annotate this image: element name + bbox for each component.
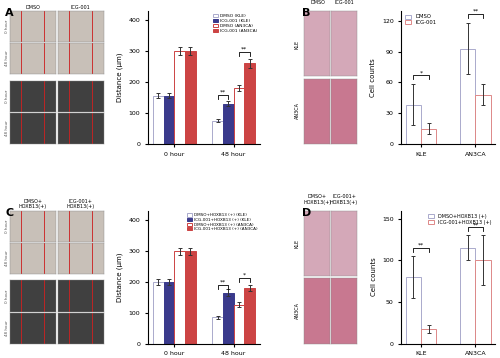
Text: *: * (420, 70, 422, 75)
Bar (174, 51, 185, 144)
Text: B: B (302, 8, 310, 18)
Title: DMSO: DMSO (26, 5, 40, 10)
Y-axis label: 0 hour: 0 hour (4, 90, 8, 103)
Text: **: ** (241, 47, 248, 52)
Bar (223, 292, 234, 344)
Text: **: ** (472, 222, 478, 227)
Text: D: D (302, 208, 311, 218)
Bar (421, 329, 436, 344)
Legend: DMSO+HOXB13 (+), ICG-001+HOXB13 (+): DMSO+HOXB13 (+), ICG-001+HOXB13 (+) (428, 213, 492, 226)
Title: ICG-001: ICG-001 (71, 5, 90, 10)
Text: C: C (6, 208, 14, 218)
Y-axis label: 48 hour: 48 hour (4, 50, 8, 66)
Bar (185, 251, 196, 344)
Y-axis label: 48 hour: 48 hour (4, 250, 8, 266)
Text: ICG-001: ICG-001 (334, 0, 354, 5)
Legend: DMSO (KLE), ICG-001 (KLE), DMSO (AN3CA), ICG-001 (AN3CA): DMSO (KLE), ICG-001 (KLE), DMSO (AN3CA),… (212, 13, 258, 34)
Title: ICG-001+
HOXB13(+): ICG-001+ HOXB13(+) (66, 199, 95, 209)
Text: KLE: KLE (295, 39, 300, 49)
Text: **: ** (418, 243, 424, 248)
Text: **: ** (220, 90, 226, 95)
Title: DMSO+
HOXB13(+): DMSO+ HOXB13(+) (19, 199, 47, 209)
Y-axis label: 0 hour: 0 hour (4, 20, 8, 33)
Text: AN3CA: AN3CA (295, 102, 300, 119)
Bar (212, 317, 223, 344)
Y-axis label: Distance (μm): Distance (μm) (116, 53, 123, 102)
Y-axis label: 48 hour: 48 hour (4, 120, 8, 136)
Bar (476, 261, 490, 344)
Bar (421, 129, 436, 144)
Bar (153, 282, 164, 344)
Bar (460, 49, 475, 144)
Text: DMSO: DMSO (310, 0, 325, 5)
Bar (406, 277, 421, 344)
Bar (406, 105, 421, 144)
Bar (244, 288, 255, 344)
Y-axis label: 0 hour: 0 hour (4, 289, 8, 303)
Bar (174, 251, 185, 344)
Bar (164, 96, 174, 144)
Y-axis label: Distance (μm): Distance (μm) (116, 252, 123, 302)
Legend: DMSO, ICG-001: DMSO, ICG-001 (404, 13, 438, 26)
Y-axis label: 0 hour: 0 hour (4, 219, 8, 233)
Text: *: * (242, 273, 246, 278)
Y-axis label: Cell counts: Cell counts (370, 258, 376, 296)
Y-axis label: 48 hour: 48 hour (4, 320, 8, 336)
Legend: DMSO+HOXB13 (+) (KLE), ICG-001+HOXB13 (+) (KLE), DMSO+HOXB13 (+) (AN3CA), ICG-00: DMSO+HOXB13 (+) (KLE), ICG-001+HOXB13 (+… (186, 213, 258, 232)
Bar (212, 121, 223, 144)
Bar (185, 51, 196, 144)
Text: AN3CA: AN3CA (295, 302, 300, 319)
Bar (460, 248, 475, 344)
Bar (476, 95, 490, 144)
Text: **: ** (472, 9, 478, 14)
Text: **: ** (220, 280, 226, 285)
Text: ICG-001+
HOXB13(+): ICG-001+ HOXB13(+) (330, 194, 358, 205)
Y-axis label: Cell counts: Cell counts (370, 58, 376, 97)
Bar (234, 305, 244, 344)
Bar (244, 63, 255, 144)
Bar (234, 88, 244, 144)
Text: DMSO+
HOXB13(+): DMSO+ HOXB13(+) (304, 194, 332, 205)
Bar (223, 104, 234, 144)
Text: A: A (6, 8, 14, 18)
Bar (164, 282, 174, 344)
Text: KLE: KLE (295, 239, 300, 248)
Bar (153, 96, 164, 144)
